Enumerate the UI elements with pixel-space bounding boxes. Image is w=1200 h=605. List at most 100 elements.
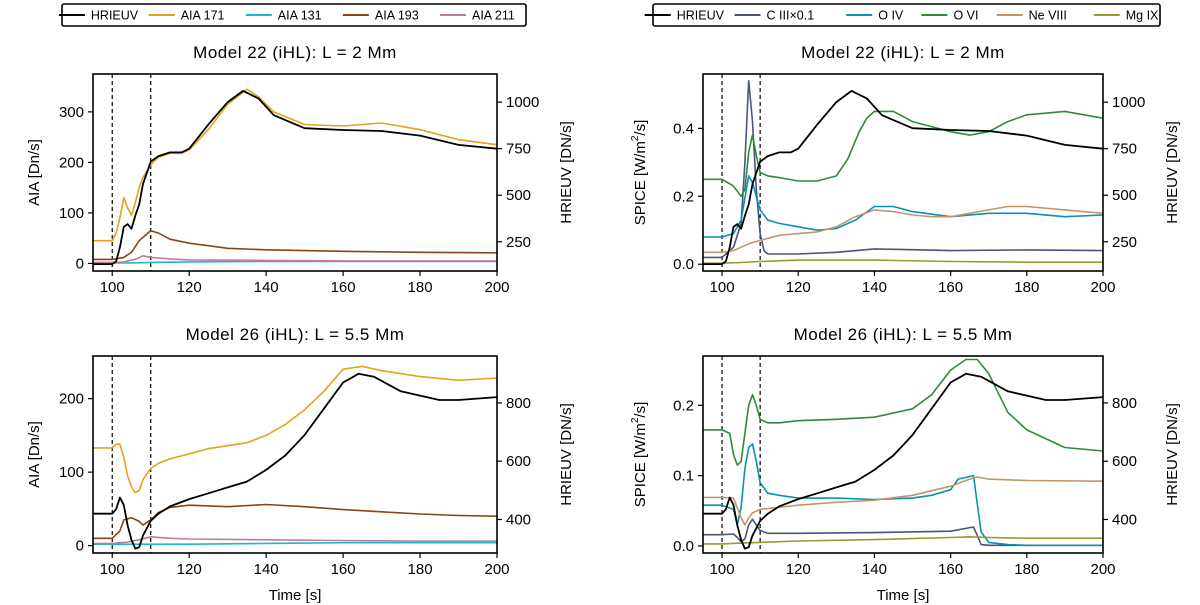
x-tick-label: 200 xyxy=(1090,279,1115,296)
legend-item-ne-viii: Ne VIII xyxy=(996,9,1067,23)
y2-tick-label: 800 xyxy=(1112,395,1137,412)
series-line-c-iii-0-1 xyxy=(703,80,1103,259)
y2-tick-label: 600 xyxy=(506,453,531,470)
y-axis-label: AIA [Dn/s] xyxy=(26,421,43,488)
y2-tick-label: 500 xyxy=(1112,187,1137,204)
legend-label: O VI xyxy=(953,9,978,23)
x-tick-label: 120 xyxy=(786,561,811,578)
x-tick-label: 200 xyxy=(484,279,509,296)
y-tick-label: 300 xyxy=(59,104,84,121)
chart-title: Model 22 (iHL): L = 2 Mm xyxy=(801,43,1005,62)
series-line-hrieuv xyxy=(703,372,1103,550)
series-line-mg-ix xyxy=(703,535,1103,545)
legend-left: HRIEUV AIA 171 AIA 131 AIA 193 AIA 211 xyxy=(58,3,527,27)
series-line-aia-131 xyxy=(93,541,497,546)
series-line-o-vi xyxy=(703,110,1103,198)
legend-item-c-iii-0-1: C III×0.1 xyxy=(734,9,815,23)
y-tick-label: 0.1 xyxy=(673,468,694,485)
series-line-o-vi xyxy=(703,358,1103,466)
x-tick-label: 140 xyxy=(254,279,279,296)
series-line-o-iv xyxy=(703,175,1103,238)
legend-label: AIA 171 xyxy=(181,9,225,23)
x-tick-label: 160 xyxy=(331,279,356,296)
legend-label: HRIEUV xyxy=(677,9,725,23)
x-axis-label: Time [s] xyxy=(269,587,322,604)
legend-item-hrieuv: HRIEUV xyxy=(644,9,725,23)
series-line-mg-ix xyxy=(703,259,1103,265)
x-tick-label: 100 xyxy=(710,279,735,296)
chart-title: Model 22 (iHL): L = 2 Mm xyxy=(193,43,397,62)
y-tick-label: 0 xyxy=(76,255,84,272)
x-tick-label: 140 xyxy=(862,561,887,578)
y-axis-label: SPICE [W/m2/s] xyxy=(630,402,649,508)
y-tick-label: 0.0 xyxy=(673,538,694,555)
x-tick-label: 100 xyxy=(100,279,125,296)
chart-title: Model 26 (iHL): L = 5.5 Mm xyxy=(794,325,1013,344)
chart-panel-top-left: Model 22 (iHL): L = 2 Mm 100 120 140 160 180 2… xyxy=(26,43,575,296)
y2-tick-label: 600 xyxy=(1112,453,1137,470)
x-tick-label: 180 xyxy=(408,279,433,296)
legend-label: AIA 131 xyxy=(278,9,322,23)
legend-label: HRIEUV xyxy=(91,9,139,23)
legend-box xyxy=(652,3,1161,27)
y-axis-label: HRIEUV [DN/s] xyxy=(558,403,575,506)
x-tick-label: 100 xyxy=(100,561,125,578)
chart-title: Model 26 (iHL): L = 5.5 Mm xyxy=(186,325,405,344)
y-tick-label: 100 xyxy=(59,205,84,222)
legend-item-aia-193: AIA 193 xyxy=(342,9,419,23)
x-tick-label: 120 xyxy=(177,279,202,296)
series-line-aia-211 xyxy=(93,535,497,545)
y2-tick-label: 750 xyxy=(1112,141,1137,158)
x-tick-label: 140 xyxy=(254,561,279,578)
legend-item-aia-171: AIA 171 xyxy=(148,9,225,23)
x-tick-label: 200 xyxy=(484,561,509,578)
legend-label: Mg IX xyxy=(1126,9,1159,23)
y-tick-label: 0.0 xyxy=(673,256,694,273)
x-tick-label: 140 xyxy=(862,279,887,296)
series-line-ne-viii xyxy=(703,476,1103,526)
legend-label: AIA 211 xyxy=(472,9,515,23)
y-tick-label: 0.2 xyxy=(673,397,694,414)
y2-tick-label: 1000 xyxy=(1112,94,1145,111)
legend-item-o-vi: O VI xyxy=(921,9,978,23)
y-tick-label: 200 xyxy=(59,391,84,408)
x-tick-label: 200 xyxy=(1090,561,1115,578)
chart-panel-bottom-left: Model 26 (iHL): L = 5.5 Mm 100 120 140 160 18… xyxy=(26,325,575,604)
y2-tick-label: 500 xyxy=(506,187,531,204)
series-line-hrieuv xyxy=(703,90,1103,266)
y-axis-label: HRIEUV [DN/s] xyxy=(558,121,575,224)
legend-item-aia-211: AIA 211 xyxy=(440,9,515,23)
y-tick-label: 0.4 xyxy=(673,120,694,137)
x-tick-label: 120 xyxy=(177,561,202,578)
y-axis-label: HRIEUV [DN/s] xyxy=(1164,403,1181,506)
series-line-ne-viii xyxy=(703,205,1103,254)
legend-label: AIA 193 xyxy=(375,9,419,23)
series-line-hrieuv xyxy=(93,90,497,266)
x-tick-label: 100 xyxy=(710,561,735,578)
series-line-aia-193 xyxy=(93,229,497,261)
legend-right: HRIEUV C III×0.1 O IV O VI Ne VIII Mg IX xyxy=(644,3,1161,27)
y-tick-label: 0.2 xyxy=(673,188,694,205)
series-line-aia-193 xyxy=(93,503,497,540)
series-line-aia-171 xyxy=(93,365,497,494)
x-tick-label: 160 xyxy=(938,561,963,578)
y2-tick-label: 250 xyxy=(506,234,531,251)
y-tick-label: 200 xyxy=(59,154,84,171)
y-axis-label: SPICE [W/m2/s] xyxy=(630,120,649,226)
y-axis-label: AIA [Dn/s] xyxy=(26,139,43,206)
series-line-c-iii-0-1 xyxy=(703,518,1103,547)
x-axis-label: Time [s] xyxy=(877,587,930,604)
y2-tick-label: 250 xyxy=(1112,234,1137,251)
legend-item-o-iv: O IV xyxy=(846,9,904,23)
y-tick-label: 0 xyxy=(76,538,84,555)
series-line-o-iv xyxy=(703,443,1103,547)
plot-frame xyxy=(702,73,1104,272)
plot-frame xyxy=(92,355,498,554)
y-axis-label: HRIEUV [DN/s] xyxy=(1164,121,1181,224)
y2-tick-label: 400 xyxy=(1112,511,1137,528)
legend-label: C III×0.1 xyxy=(767,9,815,23)
chart-panel-top-right: Model 22 (iHL): L = 2 Mm 100 120 140 160 180 2… xyxy=(630,43,1181,296)
series-line-hrieuv xyxy=(93,372,497,550)
plot-frame xyxy=(92,73,498,272)
